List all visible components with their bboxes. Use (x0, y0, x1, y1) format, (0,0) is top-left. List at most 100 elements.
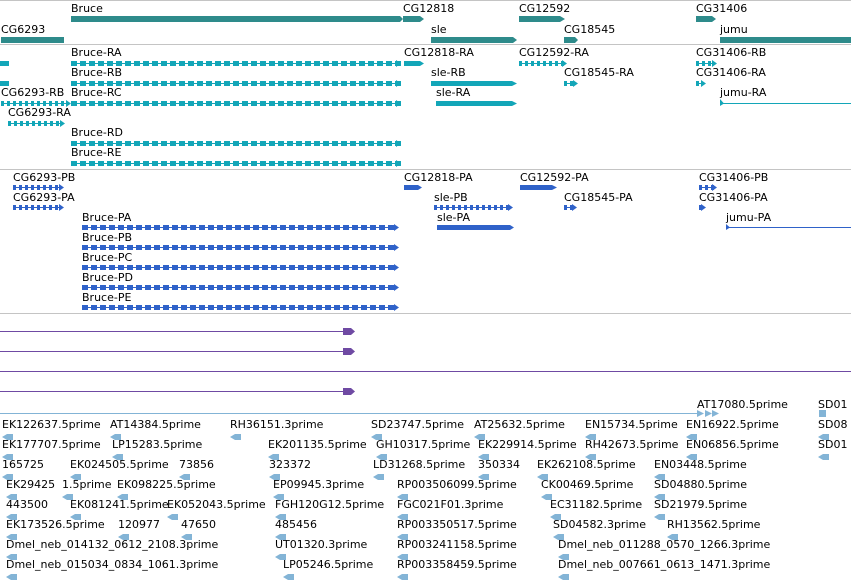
est-label[interactable]: RP003506099.5prime (397, 478, 517, 491)
est-label[interactable]: RH13562.5prime (667, 518, 761, 531)
est-label[interactable]: Dmel_neb_014132_0612_2108.3prime (6, 538, 219, 551)
est-label[interactable]: 323372 (269, 458, 311, 471)
gene-label[interactable]: sle (431, 23, 447, 36)
transcript-label[interactable]: CG12818-RA (404, 46, 474, 59)
est-label[interactable]: RH36151.3prime (230, 418, 324, 431)
est-label[interactable]: EK262108.5prime (537, 458, 636, 471)
est-label[interactable]: EK29425 (6, 478, 56, 491)
est-label[interactable]: 165725 (2, 458, 44, 471)
gene-label[interactable]: CG31406 (696, 2, 748, 15)
est-label[interactable]: EN15734.5prime (585, 418, 678, 431)
est-label[interactable]: RP003241158.5prime (397, 538, 517, 551)
gene-label[interactable]: Bruce (71, 2, 103, 15)
est-label[interactable]: 485456 (275, 518, 317, 531)
protein-label[interactable]: sle-PB (434, 191, 468, 204)
est-label[interactable]: Dmel_neb_007661_0613_1471.3prime (558, 558, 771, 571)
est-label[interactable]: LD31268.5prime (373, 458, 466, 471)
exon-block (314, 161, 320, 166)
est-label[interactable]: FGH120G12.5prime (275, 498, 385, 511)
transcript-label[interactable]: CG31406-RB (696, 46, 767, 59)
gene-label[interactable]: CG12818 (403, 2, 455, 15)
transcript-label[interactable]: CG18545-RA (564, 66, 634, 79)
exon-block (154, 285, 160, 290)
gene-label[interactable]: CG18545 (564, 23, 616, 36)
est-label[interactable]: EK052043.5prime (167, 498, 266, 511)
transcript-label[interactable]: jumu-RA (720, 86, 767, 99)
protein-label[interactable]: CG12818-PA (404, 171, 473, 184)
est-label[interactable]: 47650 (181, 518, 216, 531)
transcript-label[interactable]: CG6293-RB (1, 86, 65, 99)
est-label[interactable]: SD04582.3prime (553, 518, 646, 531)
est-label[interactable]: UT01320.3prime (275, 538, 368, 551)
gene-label[interactable]: CG6293 (1, 23, 46, 36)
est-label[interactable]: SD01 (818, 398, 848, 411)
protein-label[interactable]: CG31406-PA (699, 191, 768, 204)
est-label[interactable]: SD04880.5prime (654, 478, 747, 491)
est-label[interactable]: 443500 (6, 498, 48, 511)
transcript-label[interactable]: Bruce-RE (71, 146, 122, 159)
est-label[interactable]: SD08 (818, 418, 848, 431)
est-label[interactable]: 120977 (118, 518, 160, 531)
transcript-label[interactable]: CG12592-RA (519, 46, 589, 59)
est-label[interactable]: EK098225.5prime (117, 478, 216, 491)
transcript-label[interactable]: Bruce-RB (71, 66, 123, 79)
est-label[interactable]: EK024505.5prime (70, 458, 169, 471)
gene-label[interactable]: jumu (720, 23, 748, 36)
est-label[interactable]: EK229914.5prime (478, 438, 577, 451)
est-label[interactable]: Dmel_neb_015034_0834_1061.3prime (6, 558, 219, 571)
protein-label[interactable]: CG6293-PA (13, 191, 75, 204)
transcript-bar-cg6293-ra (8, 120, 65, 127)
est-label[interactable]: EN03448.5prime (654, 458, 747, 471)
transcript-label[interactable]: CG31406-RA (696, 66, 766, 79)
transcript-label[interactable]: Bruce-RC (71, 86, 122, 99)
protein-label[interactable]: sle-PA (437, 211, 470, 224)
est-label[interactable]: EK173526.5prime (6, 518, 105, 531)
est-label[interactable]: 350334 (478, 458, 520, 471)
est-label[interactable]: GH10317.5prime (376, 438, 471, 451)
est-label[interactable]: SD23747.5prime (371, 418, 464, 431)
est-label[interactable]: FGC021F01.3prime (397, 498, 504, 511)
est-label[interactable]: EC31182.5prime (550, 498, 643, 511)
transcript-label[interactable]: sle-RA (436, 86, 471, 99)
est-label[interactable]: CK00469.5prime (541, 478, 634, 491)
est-label[interactable]: LP15283.5prime (112, 438, 203, 451)
transcript-label[interactable]: Bruce-RA (71, 46, 122, 59)
est-label[interactable]: 73856 (179, 458, 214, 471)
est-label[interactable]: EN06856.5prime (686, 438, 779, 451)
protein-label[interactable]: CG18545-PA (564, 191, 633, 204)
est-label[interactable]: AT14384.5prime (110, 418, 201, 431)
protein-label[interactable]: CG31406-PB (699, 171, 769, 184)
est-label[interactable]: EK177707.5prime (2, 438, 101, 451)
est-label[interactable]: AT25632.5prime (474, 418, 565, 431)
protein-label[interactable]: Bruce-PC (82, 251, 133, 264)
transcript-label[interactable]: sle-RB (431, 66, 466, 79)
protein-label[interactable]: jumu-PA (726, 211, 772, 224)
est-label[interactable]: AT17080.5prime (697, 398, 788, 411)
protein-label[interactable]: Bruce-PD (82, 271, 133, 284)
est-label[interactable]: RP003358459.5prime (397, 558, 517, 571)
est-label[interactable]: SD01 (818, 438, 848, 451)
protein-label[interactable]: CG6293-PB (13, 171, 76, 184)
transcript-label[interactable]: Bruce-RD (71, 126, 123, 139)
est-label[interactable]: LP05246.5prime (283, 558, 374, 571)
est-label[interactable]: RH42673.5prime (585, 438, 679, 451)
protein-label[interactable]: CG12592-PA (520, 171, 589, 184)
exon-block (109, 285, 115, 290)
gene-label[interactable]: CG12592 (519, 2, 571, 15)
est-label[interactable]: EK122637.5prime (2, 418, 101, 431)
protein-label[interactable]: Bruce-PA (82, 211, 132, 224)
exon-block (253, 305, 259, 310)
transcript-label[interactable]: CG6293-RA (8, 106, 71, 119)
est-label[interactable]: SD21979.5prime (654, 498, 747, 511)
protein-label[interactable]: Bruce-PB (82, 231, 133, 244)
est-label[interactable]: 1.5prime (62, 478, 112, 491)
est-label[interactable]: Dmel_neb_011288_0570_1266.3prime (558, 538, 771, 551)
est-label[interactable]: EK201135.5prime (268, 438, 367, 451)
est-label[interactable]: EK081241.5prime (70, 498, 169, 511)
est-label[interactable]: RP003350517.5prime (397, 518, 517, 531)
exon-block (289, 225, 295, 230)
est-label[interactable]: EP09945.3prime (273, 478, 365, 491)
protein-label[interactable]: Bruce-PE (82, 291, 132, 304)
exon-block (280, 265, 286, 270)
est-label[interactable]: EN16922.5prime (686, 418, 779, 431)
